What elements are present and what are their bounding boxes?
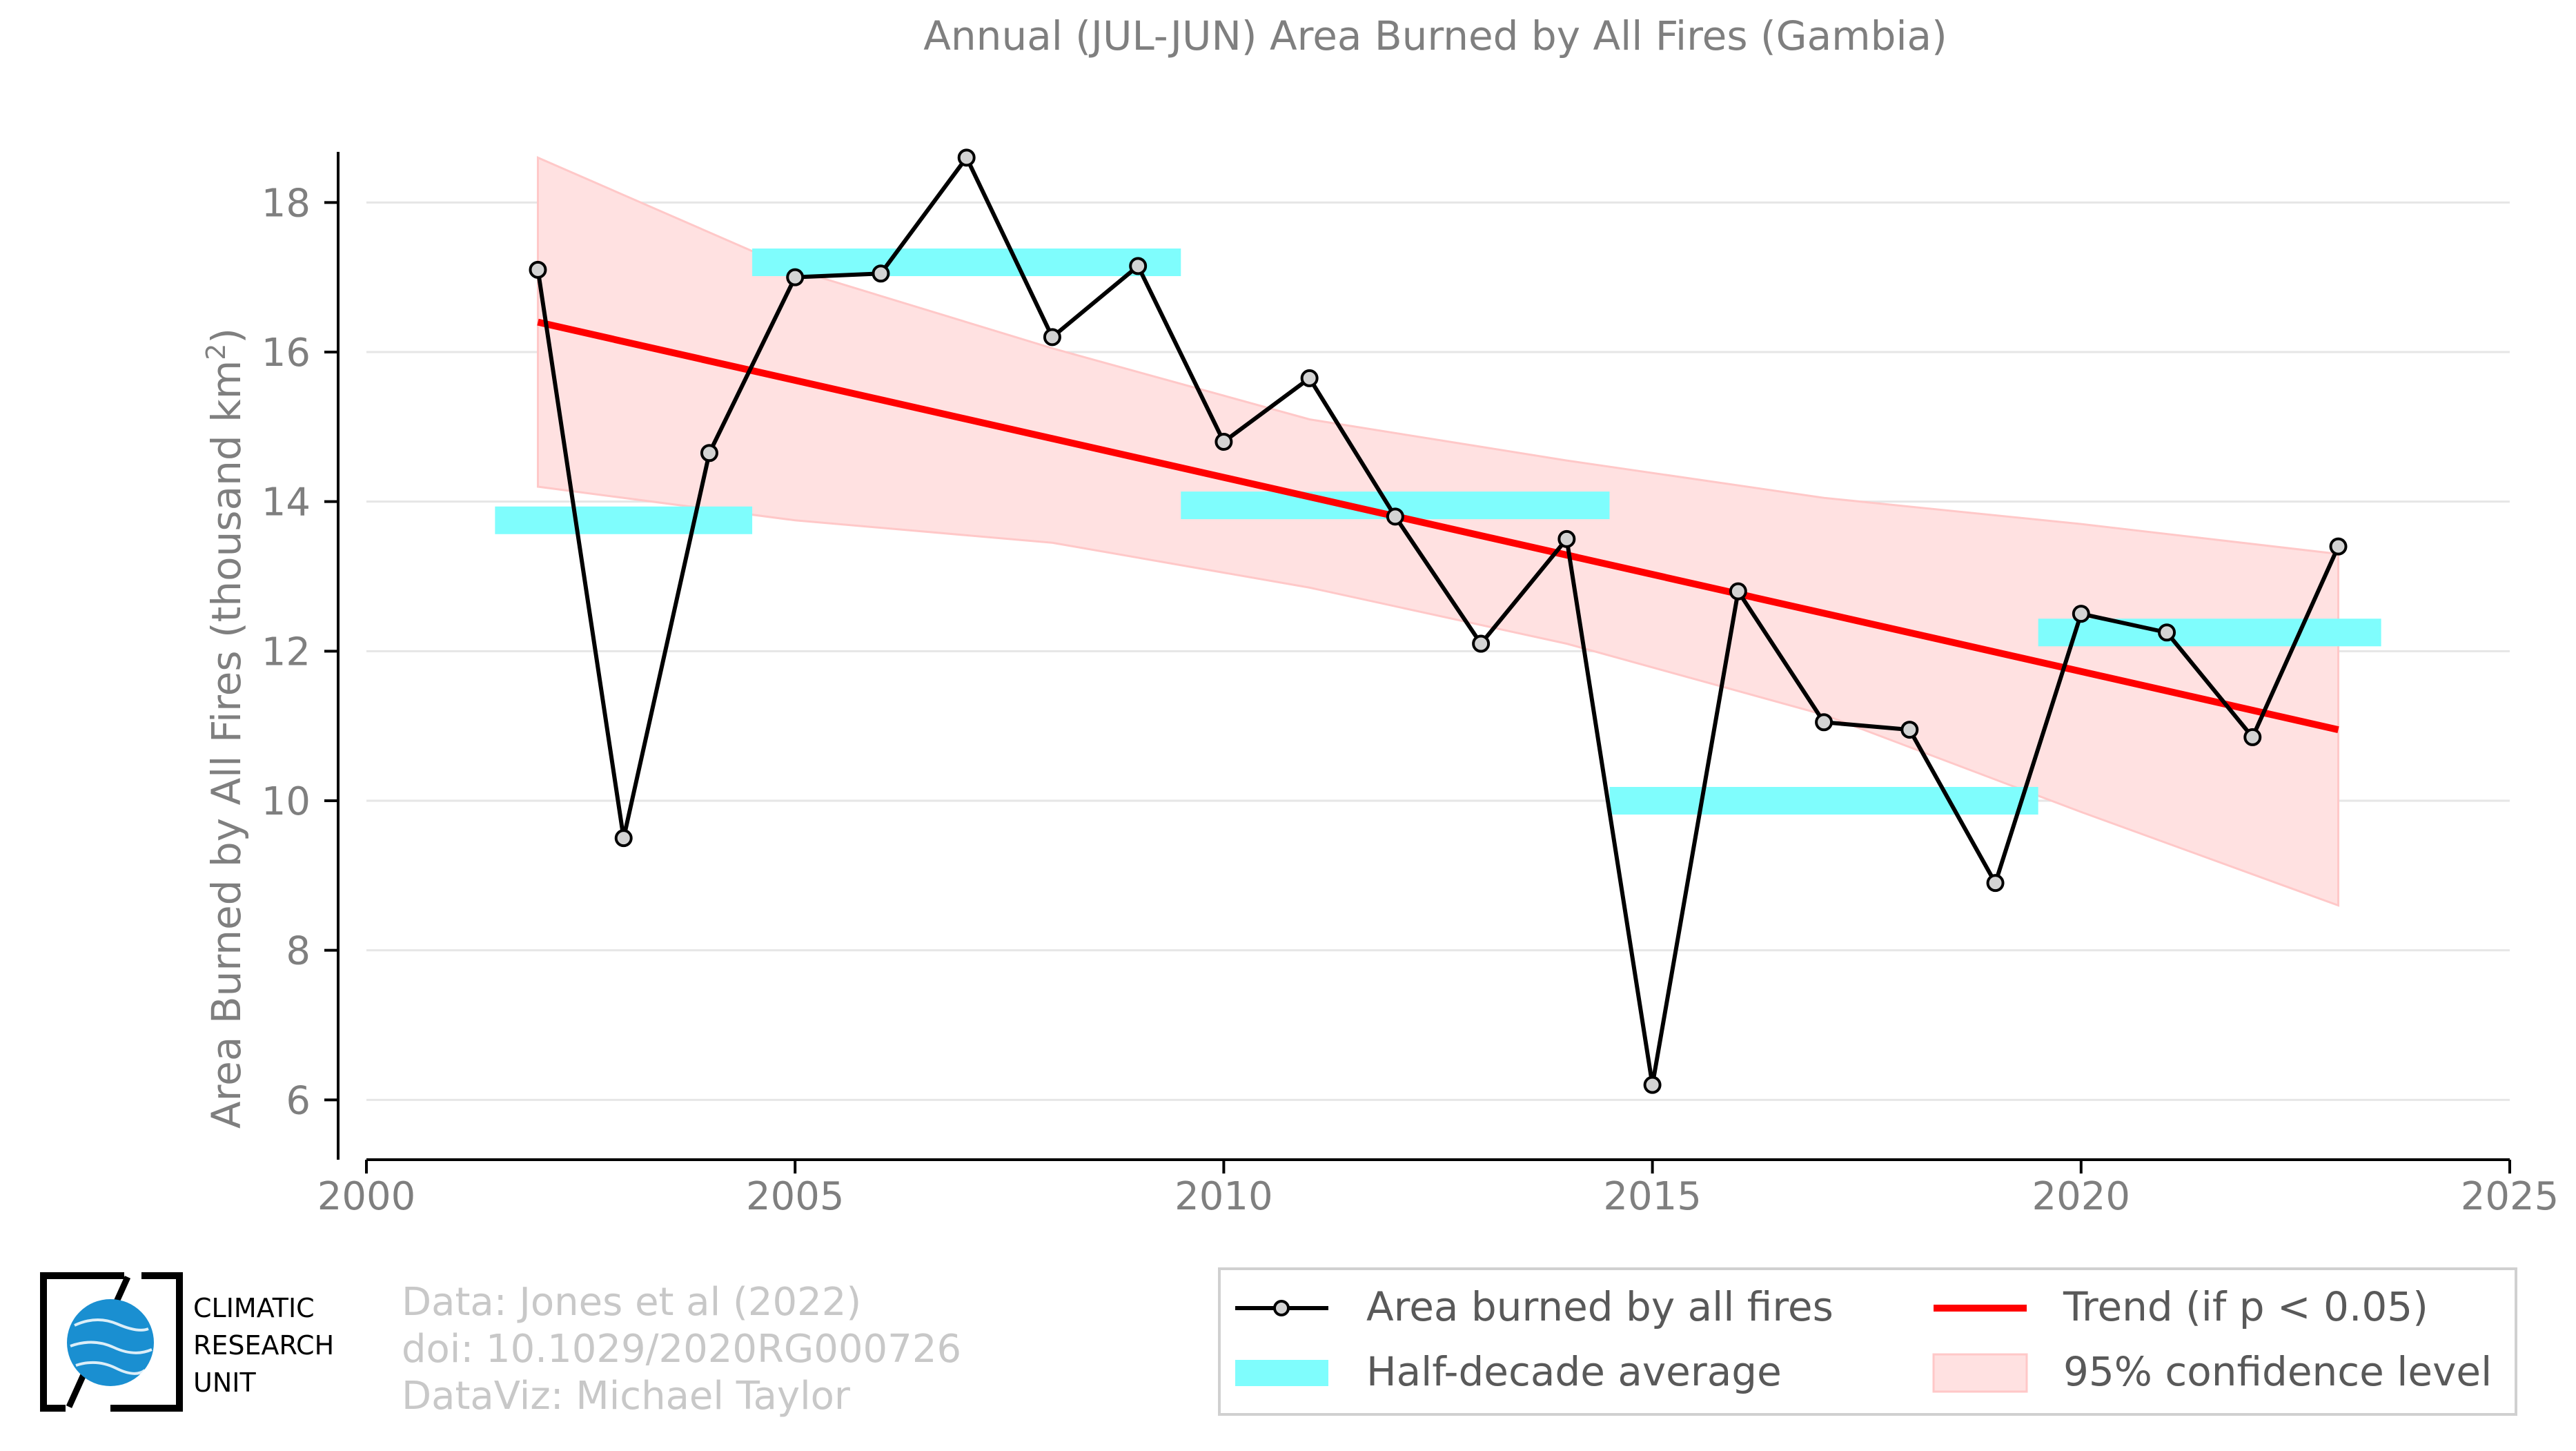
- legend: Area burned by all fires Trend (if p < 0…: [1218, 1267, 2517, 1416]
- half-decade-bar: [2038, 619, 2381, 647]
- x-tick-label: 2010: [1174, 1174, 1273, 1219]
- half-decade-bar: [495, 506, 753, 534]
- legend-half-decade-sample: [1235, 1360, 1328, 1386]
- data-point: [786, 268, 805, 286]
- data-point: [2158, 623, 2176, 642]
- x-tick-label: 2020: [2032, 1174, 2131, 1219]
- data-point: [1900, 721, 1919, 739]
- credits: Data: Jones et al (2022) doi: 10.1029/20…: [402, 1280, 961, 1419]
- y-tick-label: 6: [286, 1078, 311, 1123]
- trend-layer: [537, 318, 2339, 733]
- globe-contour-icon: [70, 1318, 153, 1375]
- half-decade-bar: [752, 249, 1181, 276]
- data-point: [1300, 369, 1319, 387]
- confidence-band: [536, 156, 2340, 907]
- data-point: [700, 444, 718, 462]
- data-point: [1729, 582, 1747, 601]
- axes: [324, 152, 2511, 1174]
- data-point: [1129, 257, 1148, 275]
- logo-text-research: RESEARCH: [193, 1330, 334, 1361]
- data-point: [1472, 634, 1491, 653]
- cru-logo: CLIMATIC RESEARCH UNIT: [40, 1272, 334, 1412]
- y-axis-label-superscript: 2: [201, 344, 231, 360]
- credit-data-source: Data: Jones et al (2022): [402, 1280, 861, 1325]
- credit-dataviz: DataViz: Michael Taylor: [402, 1374, 851, 1419]
- data-point: [872, 264, 890, 283]
- half-decade-bar: [1609, 787, 2038, 815]
- data-point: [1557, 529, 1576, 548]
- logo-bracket-left: [40, 1272, 124, 1412]
- half-decade-average-layer: [495, 249, 2381, 815]
- data-point: [1986, 874, 2005, 893]
- series-line: [535, 155, 2341, 1087]
- data-point: [2072, 605, 2090, 623]
- data-point: [1643, 1075, 1662, 1094]
- y-tick-label: 18: [262, 181, 311, 226]
- data-point: [1043, 328, 1061, 347]
- y-tick-label: 8: [286, 929, 311, 974]
- data-point: [2243, 728, 2262, 746]
- x-tick-label: 2000: [317, 1174, 416, 1219]
- logo-bracket-right: [110, 1272, 183, 1412]
- confidence-band-layer: [536, 156, 2340, 907]
- legend-confidence-sample: [1932, 1353, 2028, 1393]
- credit-doi: doi: 10.1029/2020RG000726: [402, 1327, 961, 1372]
- series-layer: [529, 148, 2348, 1094]
- x-tick-label: 2015: [1603, 1174, 1702, 1219]
- data-point: [2329, 537, 2348, 556]
- tick-labels: 6 8 10 12 14 16 18 2000 2005 2010 2015 2020 2025: [262, 181, 2559, 1219]
- x-tick-label: 2005: [746, 1174, 845, 1219]
- x-tick-label: 2025: [2461, 1174, 2559, 1219]
- legend-label-trend: Trend (if p < 0.05): [2063, 1283, 2428, 1330]
- y-tick-label: 10: [262, 779, 311, 824]
- y-tick-label: 12: [262, 630, 311, 674]
- chart-title: Annual (JUL-JUN) Area Burned by All Fire…: [923, 12, 1947, 59]
- logo-text-climatic: CLIMATIC: [193, 1293, 315, 1323]
- legend-label-area-burned: Area burned by all fires: [1366, 1283, 1833, 1330]
- legend-label-confidence: 95% confidence level: [2063, 1348, 2492, 1395]
- data-point: [529, 260, 547, 279]
- data-point: [614, 829, 633, 848]
- legend-frame: [1218, 1267, 2517, 1416]
- data-point: [1815, 713, 1833, 732]
- legend-marker-sample: [1273, 1300, 1290, 1316]
- trend-line: [537, 318, 2339, 733]
- data-point: [1215, 433, 1233, 451]
- y-axis-label: Area Burned by All Fires (thousand km2): [201, 328, 250, 1129]
- data-point: [1386, 507, 1404, 526]
- legend-label-half-decade: Half-decade average: [1366, 1348, 1782, 1395]
- y-tick-label: 14: [262, 480, 311, 525]
- data-point: [957, 148, 976, 167]
- y-tick-label: 16: [262, 331, 311, 376]
- logo-text-unit: UNIT: [193, 1367, 256, 1398]
